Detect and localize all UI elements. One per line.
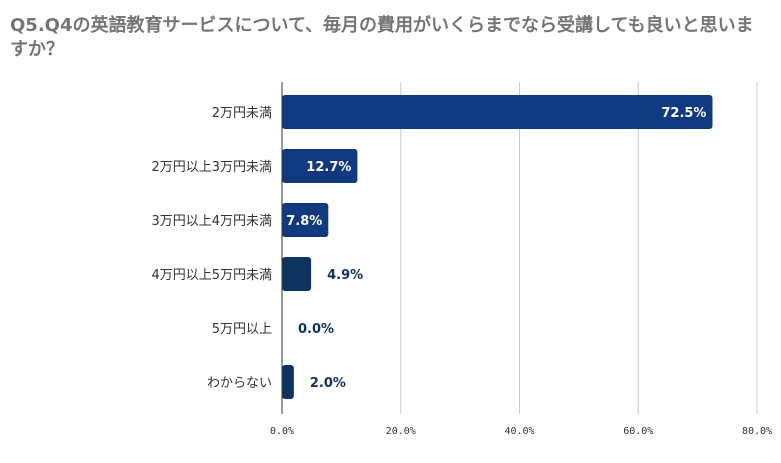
category-label: 2万円以上3万円未満 xyxy=(151,160,272,175)
category-label: 4万円以上5万円未満 xyxy=(151,268,272,283)
category-label: 2万円未満 xyxy=(212,106,272,121)
value-label: 0.0% xyxy=(298,322,334,337)
x-tick-label: 40.0% xyxy=(504,426,534,437)
category-label: わからない xyxy=(207,376,272,391)
labels: 0.0% 20.0% 40.0% 60.0% 80.0% 2万円未満 72.5% 2万円以上3… xyxy=(151,106,772,437)
x-tick-label: 20.0% xyxy=(386,426,416,437)
x-tick-label: 60.0% xyxy=(623,426,653,437)
bar xyxy=(282,95,713,129)
chart-title: Q5.Q4の英語教育サービスについて、毎月の費用がいくらまでなら受講しても良いと… xyxy=(10,15,754,60)
category-label: 5万円以上 xyxy=(212,322,272,337)
bar xyxy=(282,257,312,291)
bar xyxy=(282,149,358,183)
value-label: 12.7% xyxy=(306,160,351,175)
bar xyxy=(282,365,294,399)
x-tick-label: 0.0% xyxy=(270,426,294,437)
value-label: 7.8% xyxy=(286,214,322,229)
value-label: 2.0% xyxy=(310,376,346,391)
value-label: 72.5% xyxy=(661,106,706,121)
category-label: 3万円以上4万円未満 xyxy=(151,214,272,229)
value-label: 4.9% xyxy=(327,268,363,283)
x-tick-label: 80.0% xyxy=(742,426,772,437)
bar xyxy=(282,203,329,237)
gridlines xyxy=(400,82,758,414)
bars xyxy=(282,95,713,399)
